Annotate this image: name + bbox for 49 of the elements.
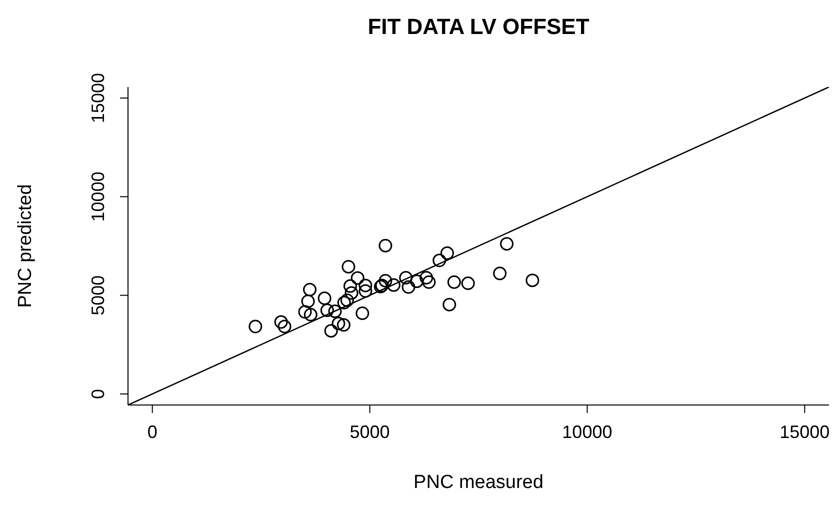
point [332, 316, 346, 330]
chart-title: FIT DATA LV OFFSET [366, 14, 590, 40]
point [440, 246, 454, 260]
point [442, 298, 456, 312]
point [386, 278, 400, 292]
point [301, 294, 315, 308]
point [318, 292, 332, 306]
y-axis-title: PNC predicted [15, 184, 37, 308]
point [336, 318, 350, 332]
x-tick-label: 5000 [350, 422, 390, 442]
point [342, 260, 356, 274]
point [447, 275, 461, 289]
point [304, 308, 318, 322]
x-tick-label: 15000 [780, 422, 830, 442]
x-tick-label: 10000 [562, 422, 612, 442]
point [358, 284, 372, 298]
point [343, 279, 357, 293]
point [303, 282, 317, 296]
point [248, 320, 262, 334]
point [350, 271, 364, 285]
point [358, 278, 372, 292]
point [278, 320, 292, 334]
point [320, 304, 334, 318]
point [274, 315, 288, 329]
point [324, 324, 338, 338]
y-tick-label: 5000 [88, 275, 108, 316]
point [328, 304, 342, 318]
point [378, 274, 392, 288]
x-axis-title: PNC measured [412, 472, 544, 494]
y-tick-label: 0 [88, 388, 108, 399]
y-tick-label: 10000 [88, 172, 108, 222]
point [500, 237, 514, 251]
point [340, 294, 354, 307]
point [422, 275, 436, 289]
point [461, 276, 475, 290]
point [402, 280, 416, 294]
point [344, 286, 358, 300]
point [378, 238, 392, 252]
point [399, 271, 413, 285]
point [420, 271, 434, 285]
point [410, 274, 424, 288]
point [493, 266, 507, 280]
y-tick-label: 15000 [88, 73, 108, 124]
x-tick-label: 0 [147, 422, 158, 442]
point [356, 306, 370, 320]
point [298, 305, 312, 319]
point [432, 254, 446, 268]
point [526, 274, 540, 288]
point [337, 296, 351, 310]
